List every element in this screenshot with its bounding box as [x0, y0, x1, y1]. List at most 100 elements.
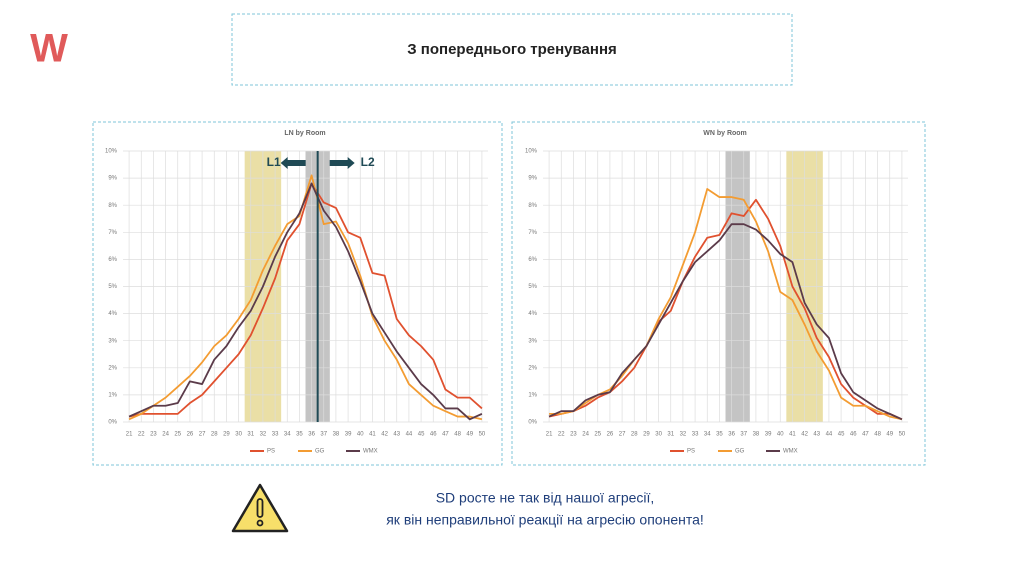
y-tick-label: 6% — [108, 257, 117, 263]
y-tick-label: 10% — [525, 149, 538, 155]
y-tick-label: 2% — [528, 365, 537, 371]
y-tick-label: 3% — [108, 338, 117, 344]
legend-label: GG — [315, 449, 325, 455]
y-tick-label: 4% — [528, 311, 537, 317]
y-tick-label: 2% — [108, 365, 117, 371]
y-tick-label: 3% — [528, 338, 537, 344]
x-tick-label: 29 — [643, 432, 650, 438]
x-tick-label: 47 — [442, 432, 449, 438]
x-tick-label: 48 — [874, 432, 881, 438]
x-tick-label: 40 — [357, 432, 364, 438]
y-tick-label: 6% — [528, 257, 537, 263]
legend-label: WMX — [783, 449, 798, 455]
y-tick-label: 10% — [105, 149, 118, 155]
x-tick-label: 39 — [765, 432, 772, 438]
chart-frame — [92, 121, 503, 466]
legend-label: PS — [267, 449, 275, 455]
x-tick-label: 32 — [260, 432, 267, 438]
x-tick-label: 26 — [187, 432, 194, 438]
x-tick-label: 47 — [862, 432, 869, 438]
y-tick-label: 1% — [108, 392, 117, 398]
x-tick-label: 21 — [126, 432, 133, 438]
x-tick-label: 30 — [655, 432, 662, 438]
series-line — [128, 182, 483, 421]
x-tick-label: 36 — [728, 432, 735, 438]
x-tick-label: 46 — [850, 432, 857, 438]
x-tick-label: 34 — [284, 432, 291, 438]
x-tick-label: 27 — [199, 432, 206, 438]
y-tick-label: 5% — [528, 284, 537, 290]
x-tick-label: 23 — [570, 432, 577, 438]
x-tick-label: 24 — [162, 432, 169, 438]
x-tick-label: 43 — [813, 432, 820, 438]
x-tick-label: 28 — [211, 432, 218, 438]
y-tick-label: 9% — [108, 176, 117, 182]
x-tick-label: 38 — [753, 432, 760, 438]
x-tick-label: 41 — [369, 432, 376, 438]
x-tick-label: 46 — [430, 432, 437, 438]
x-tick-label: 42 — [801, 432, 808, 438]
x-tick-label: 23 — [150, 432, 157, 438]
y-tick-label: 8% — [528, 203, 537, 209]
y-tick-label: 8% — [108, 203, 117, 209]
x-tick-label: 29 — [223, 432, 230, 438]
x-tick-label: 22 — [558, 432, 565, 438]
y-tick-label: 0% — [528, 420, 537, 426]
x-tick-label: 33 — [272, 432, 279, 438]
y-tick-label: 5% — [108, 284, 117, 290]
x-tick-label: 39 — [345, 432, 352, 438]
x-tick-label: 25 — [174, 432, 181, 438]
x-tick-label: 45 — [418, 432, 425, 438]
chart-title: WN by Room — [703, 130, 747, 137]
x-tick-label: 21 — [546, 432, 553, 438]
callout-text: як він неправильної реакції на агресію о… — [386, 512, 704, 528]
x-tick-label: 35 — [716, 432, 723, 438]
series-line — [128, 182, 483, 418]
annotation: L2 — [361, 155, 375, 169]
arrow — [329, 157, 355, 169]
chart-title: LN by Room — [284, 130, 325, 137]
x-tick-label: 38 — [333, 432, 340, 438]
y-tick-label: 7% — [108, 230, 117, 236]
y-tick-label: 9% — [528, 176, 537, 182]
x-tick-label: 37 — [320, 432, 327, 438]
annotation: L1 — [267, 155, 281, 169]
x-tick-label: 32 — [680, 432, 687, 438]
x-tick-label: 25 — [594, 432, 601, 438]
series-line — [128, 174, 483, 421]
x-tick-label: 24 — [582, 432, 589, 438]
x-tick-label: 36 — [308, 432, 315, 438]
x-tick-label: 44 — [826, 432, 833, 438]
x-tick-label: 22 — [138, 432, 145, 438]
x-tick-label: 45 — [838, 432, 845, 438]
x-tick-label: 34 — [704, 432, 711, 438]
legend-label: GG — [735, 449, 745, 455]
x-tick-label: 43 — [393, 432, 400, 438]
chart-frame — [511, 121, 926, 466]
x-tick-label: 49 — [886, 432, 893, 438]
series-line — [548, 223, 903, 421]
series-line — [549, 188, 903, 421]
x-tick-label: 33 — [692, 432, 699, 438]
y-tick-label: 4% — [108, 311, 117, 317]
arrow — [280, 157, 306, 169]
x-tick-label: 31 — [667, 432, 674, 438]
callout-text: SD росте не так від нашої агресії, — [436, 490, 655, 506]
legend-label: PS — [687, 449, 695, 455]
header-title: З попереднього тренування — [407, 41, 617, 58]
x-tick-label: 26 — [607, 432, 614, 438]
x-tick-label: 41 — [789, 432, 796, 438]
x-tick-label: 35 — [296, 432, 303, 438]
legend-label: WMX — [363, 449, 378, 455]
x-tick-label: 50 — [899, 432, 906, 438]
y-tick-label: 0% — [108, 420, 117, 426]
x-tick-label: 27 — [619, 432, 626, 438]
x-tick-label: 28 — [631, 432, 638, 438]
header-box — [231, 13, 793, 86]
x-tick-label: 44 — [406, 432, 413, 438]
x-tick-label: 42 — [381, 432, 388, 438]
warning-icon — [231, 483, 289, 533]
logo: W — [30, 27, 68, 71]
x-tick-label: 30 — [235, 432, 242, 438]
